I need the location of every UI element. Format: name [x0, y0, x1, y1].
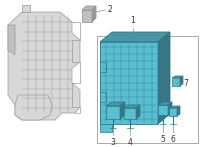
Polygon shape [158, 32, 170, 124]
Text: 1: 1 [131, 16, 135, 25]
Polygon shape [124, 108, 136, 119]
Polygon shape [15, 95, 52, 120]
Polygon shape [124, 105, 140, 108]
Polygon shape [158, 105, 168, 115]
Polygon shape [136, 105, 140, 119]
Polygon shape [8, 25, 15, 55]
Text: 7: 7 [183, 78, 188, 87]
Polygon shape [92, 6, 96, 22]
Text: 5: 5 [161, 135, 165, 144]
Polygon shape [168, 102, 172, 115]
Text: 4: 4 [128, 138, 132, 147]
Text: 3: 3 [111, 138, 115, 147]
Polygon shape [106, 102, 125, 106]
Polygon shape [158, 102, 172, 105]
Polygon shape [172, 78, 180, 86]
Polygon shape [169, 106, 180, 108]
Polygon shape [169, 108, 177, 116]
Polygon shape [100, 32, 170, 42]
Polygon shape [100, 124, 112, 132]
Polygon shape [82, 6, 96, 10]
Text: 6: 6 [171, 135, 175, 144]
Polygon shape [100, 42, 158, 124]
Bar [97, 36, 198, 143]
Polygon shape [180, 76, 183, 86]
Polygon shape [120, 102, 125, 119]
Polygon shape [22, 5, 30, 12]
Text: 2: 2 [108, 5, 113, 15]
Polygon shape [82, 10, 92, 22]
Polygon shape [8, 12, 80, 120]
Polygon shape [106, 106, 120, 119]
Polygon shape [172, 76, 183, 78]
Polygon shape [177, 106, 180, 116]
